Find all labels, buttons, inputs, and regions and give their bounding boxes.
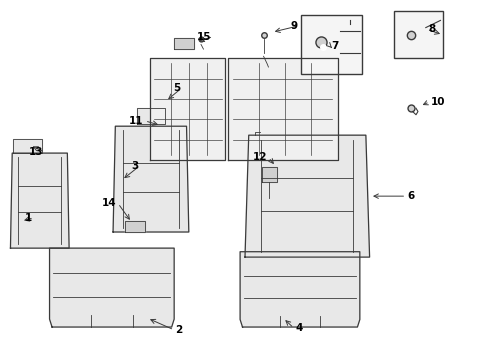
Text: 15: 15 xyxy=(197,32,212,41)
Polygon shape xyxy=(113,126,189,232)
Polygon shape xyxy=(228,58,338,160)
Bar xyxy=(394,12,443,58)
Text: 4: 4 xyxy=(295,323,303,333)
Text: 8: 8 xyxy=(428,24,436,35)
Polygon shape xyxy=(262,167,277,182)
Polygon shape xyxy=(174,39,194,49)
Text: 12: 12 xyxy=(252,152,267,162)
Text: 3: 3 xyxy=(131,161,139,171)
Polygon shape xyxy=(125,221,145,232)
Text: 7: 7 xyxy=(331,41,339,50)
Polygon shape xyxy=(49,248,174,327)
Text: 14: 14 xyxy=(102,198,117,208)
Polygon shape xyxy=(245,135,369,257)
Polygon shape xyxy=(150,58,225,160)
Text: 6: 6 xyxy=(408,191,415,201)
Text: 2: 2 xyxy=(175,325,183,335)
Text: 5: 5 xyxy=(173,83,180,93)
Text: 9: 9 xyxy=(290,21,297,31)
Bar xyxy=(301,15,362,74)
Text: 1: 1 xyxy=(25,213,32,222)
Polygon shape xyxy=(137,108,165,124)
Text: 10: 10 xyxy=(431,97,446,107)
Polygon shape xyxy=(13,139,42,153)
Polygon shape xyxy=(10,153,69,248)
Polygon shape xyxy=(240,252,360,327)
Text: 13: 13 xyxy=(29,147,43,157)
Text: 11: 11 xyxy=(129,116,144,126)
